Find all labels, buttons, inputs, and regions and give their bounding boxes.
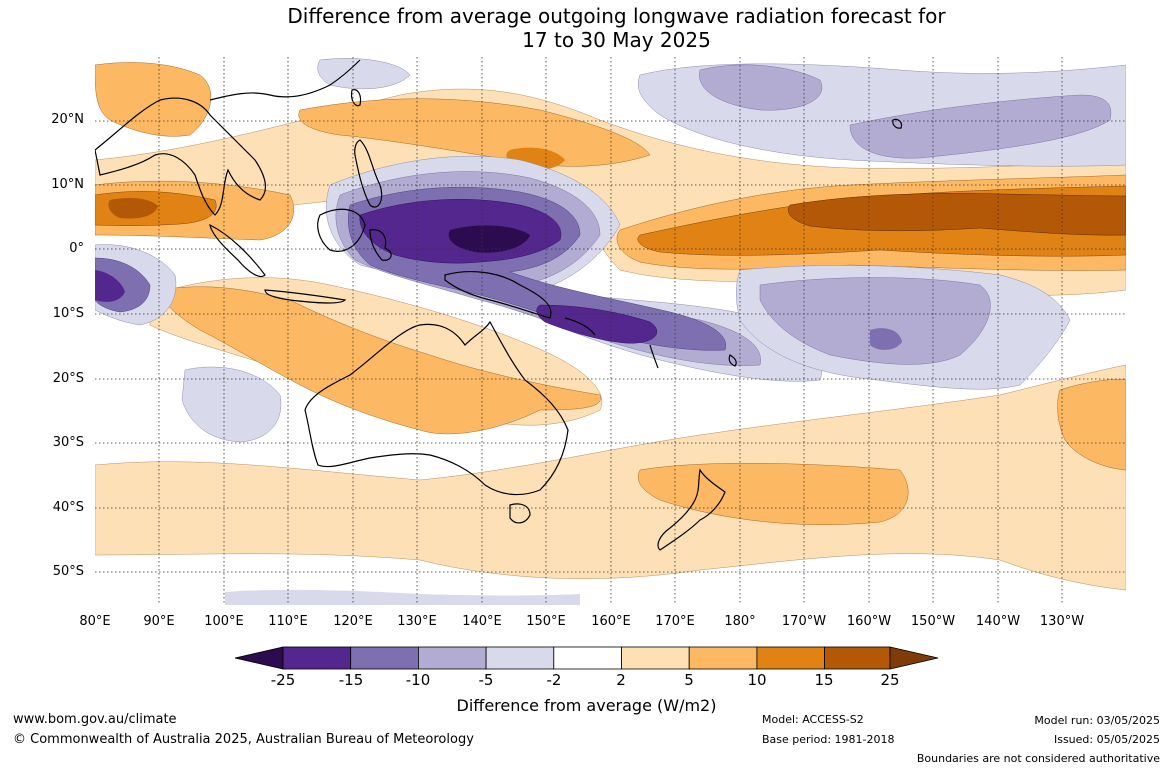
sulawesi-coastline: [369, 229, 392, 261]
map-title: Difference from average outgoing longwav…: [0, 4, 1173, 52]
lon-label-100e: 100°E: [204, 614, 244, 629]
title-line-1: Difference from average outgoing longwav…: [287, 4, 946, 28]
lon-label-170e: 170°E: [655, 614, 695, 629]
colorbar-title: Difference from average (W/m2): [456, 696, 717, 715]
footer-copyright: © Commonwealth of Australia 2025, Austra…: [13, 732, 474, 747]
footer-model-run: Model run: 03/05/2025: [1034, 714, 1160, 727]
lat-label-30s: 30°S: [52, 435, 84, 450]
coral-sea-dark-purple: [536, 304, 658, 344]
colorbar-tick-2: -15: [338, 671, 364, 689]
lon-label-160w: 160°W: [846, 614, 892, 629]
colorbar-swatch-2: [350, 646, 419, 670]
philippines-coastline: [354, 139, 383, 208]
lat-label-10s: 10°S: [52, 306, 84, 321]
china-coastline: [209, 59, 361, 101]
lon-label-150w: 150°W: [910, 614, 956, 629]
south-purple-strip: [225, 589, 580, 605]
colorbar-tick-4: -5: [478, 671, 494, 689]
title-line-2: 17 to 30 May 2025: [522, 28, 711, 52]
south-indian-purple-patch-2: [317, 58, 411, 90]
sumatra-coastline: [209, 223, 266, 278]
solomon-islands-coastline: [564, 317, 596, 336]
lon-label-150e: 150°E: [526, 614, 566, 629]
south-orange-patch-1: [637, 462, 909, 525]
lon-label-140e: 140°E: [462, 614, 502, 629]
south-pacific-purple: [759, 277, 991, 365]
north-pacific-brown: [787, 193, 1126, 236]
footer-model: Model: ACCESS-S2: [762, 713, 864, 726]
coastlines: [95, 59, 903, 551]
lon-label-110e: 110°E: [268, 614, 308, 629]
lat-label-0: 0°: [69, 241, 84, 256]
lon-label-90e: 90°E: [143, 614, 175, 629]
colorbar-tick-3: -10: [405, 671, 431, 689]
australia-coastline: [304, 320, 569, 496]
colorbar-swatch-5: [553, 646, 622, 670]
footer-base-period: Base period: 1981-2018: [762, 733, 895, 746]
vanuatu-coastline: [649, 344, 659, 369]
new-guinea-coastline: [444, 270, 552, 319]
colorbar-swatch-7: [688, 646, 758, 670]
lon-label-180: 180°: [724, 614, 756, 629]
colorbar-left-arrow: [234, 646, 284, 670]
south-indian-purple-patch: [181, 366, 282, 443]
lon-label-130e: 130°E: [397, 614, 437, 629]
lon-label-160e: 160°E: [591, 614, 631, 629]
colorbar-swatch-9: [824, 646, 891, 670]
colorbar-swatch-1: [282, 646, 352, 670]
indian-ocean-brown-spot: [108, 198, 158, 219]
lat-label-20s: 20°S: [52, 371, 84, 386]
colorbar-swatch-6: [621, 646, 690, 670]
lat-label-40s: 40°S: [52, 500, 84, 515]
colorbar-tick-8: 10: [747, 671, 767, 689]
new-zealand-coastline: [657, 468, 726, 551]
lon-label-140w: 140°W: [975, 614, 1021, 629]
lat-label-50s: 50°S: [52, 564, 84, 579]
ne-pacific-purple-2: [699, 64, 823, 111]
tasmania-coastline: [509, 503, 531, 524]
north-orange-blob: [298, 98, 651, 167]
gridlines: [95, 57, 1126, 605]
colorbar-right-arrow: [889, 646, 939, 670]
colorbar-tick-5: -2: [546, 671, 562, 689]
footer-disclaimer: Boundaries are not considered authoritat…: [916, 752, 1160, 765]
colorbar-tick-9: 15: [814, 671, 834, 689]
map-fields: [95, 57, 1126, 605]
colorbar-swatch-4: [485, 646, 555, 670]
west-indian-dark-purple: [95, 270, 125, 302]
borneo-coastline: [317, 208, 366, 252]
colorbar-swatch-3: [417, 646, 487, 670]
se-asia-coastline: [95, 97, 267, 216]
colorbar-swatch-8: [756, 646, 826, 670]
hawaii-coastline: [892, 118, 903, 129]
asia-orange: [95, 62, 212, 137]
lon-label-130w: 130°W: [1039, 614, 1085, 629]
lon-label-80e: 80°E: [79, 614, 111, 629]
maritime-darkest-purple: [448, 225, 530, 253]
ne-pacific-purple: [849, 94, 1112, 159]
colorbar-tick-7: 5: [684, 671, 694, 689]
south-pacific-mid-purple: [870, 328, 902, 350]
colorbar-tick-1: -25: [270, 671, 296, 689]
fiji-coastline: [728, 354, 737, 367]
taiwan-coastline: [350, 89, 362, 107]
footer-url[interactable]: www.bom.gov.au/climate: [13, 712, 177, 727]
lon-label-120e: 120°E: [333, 614, 373, 629]
colorbar-tick-6: 2: [616, 671, 626, 689]
australia-orange-core: [159, 286, 601, 435]
lon-label-170w: 170°W: [781, 614, 827, 629]
footer-issued: Issued: 05/05/2025: [1053, 733, 1160, 746]
lat-label-20n: 20°N: [51, 112, 84, 127]
colorbar-tick-10: 25: [880, 671, 900, 689]
colorbar: [234, 646, 939, 670]
java-coastline: [264, 289, 347, 304]
south-orange-patch-2: [1057, 379, 1126, 471]
lat-label-10n: 10°N: [51, 177, 84, 192]
